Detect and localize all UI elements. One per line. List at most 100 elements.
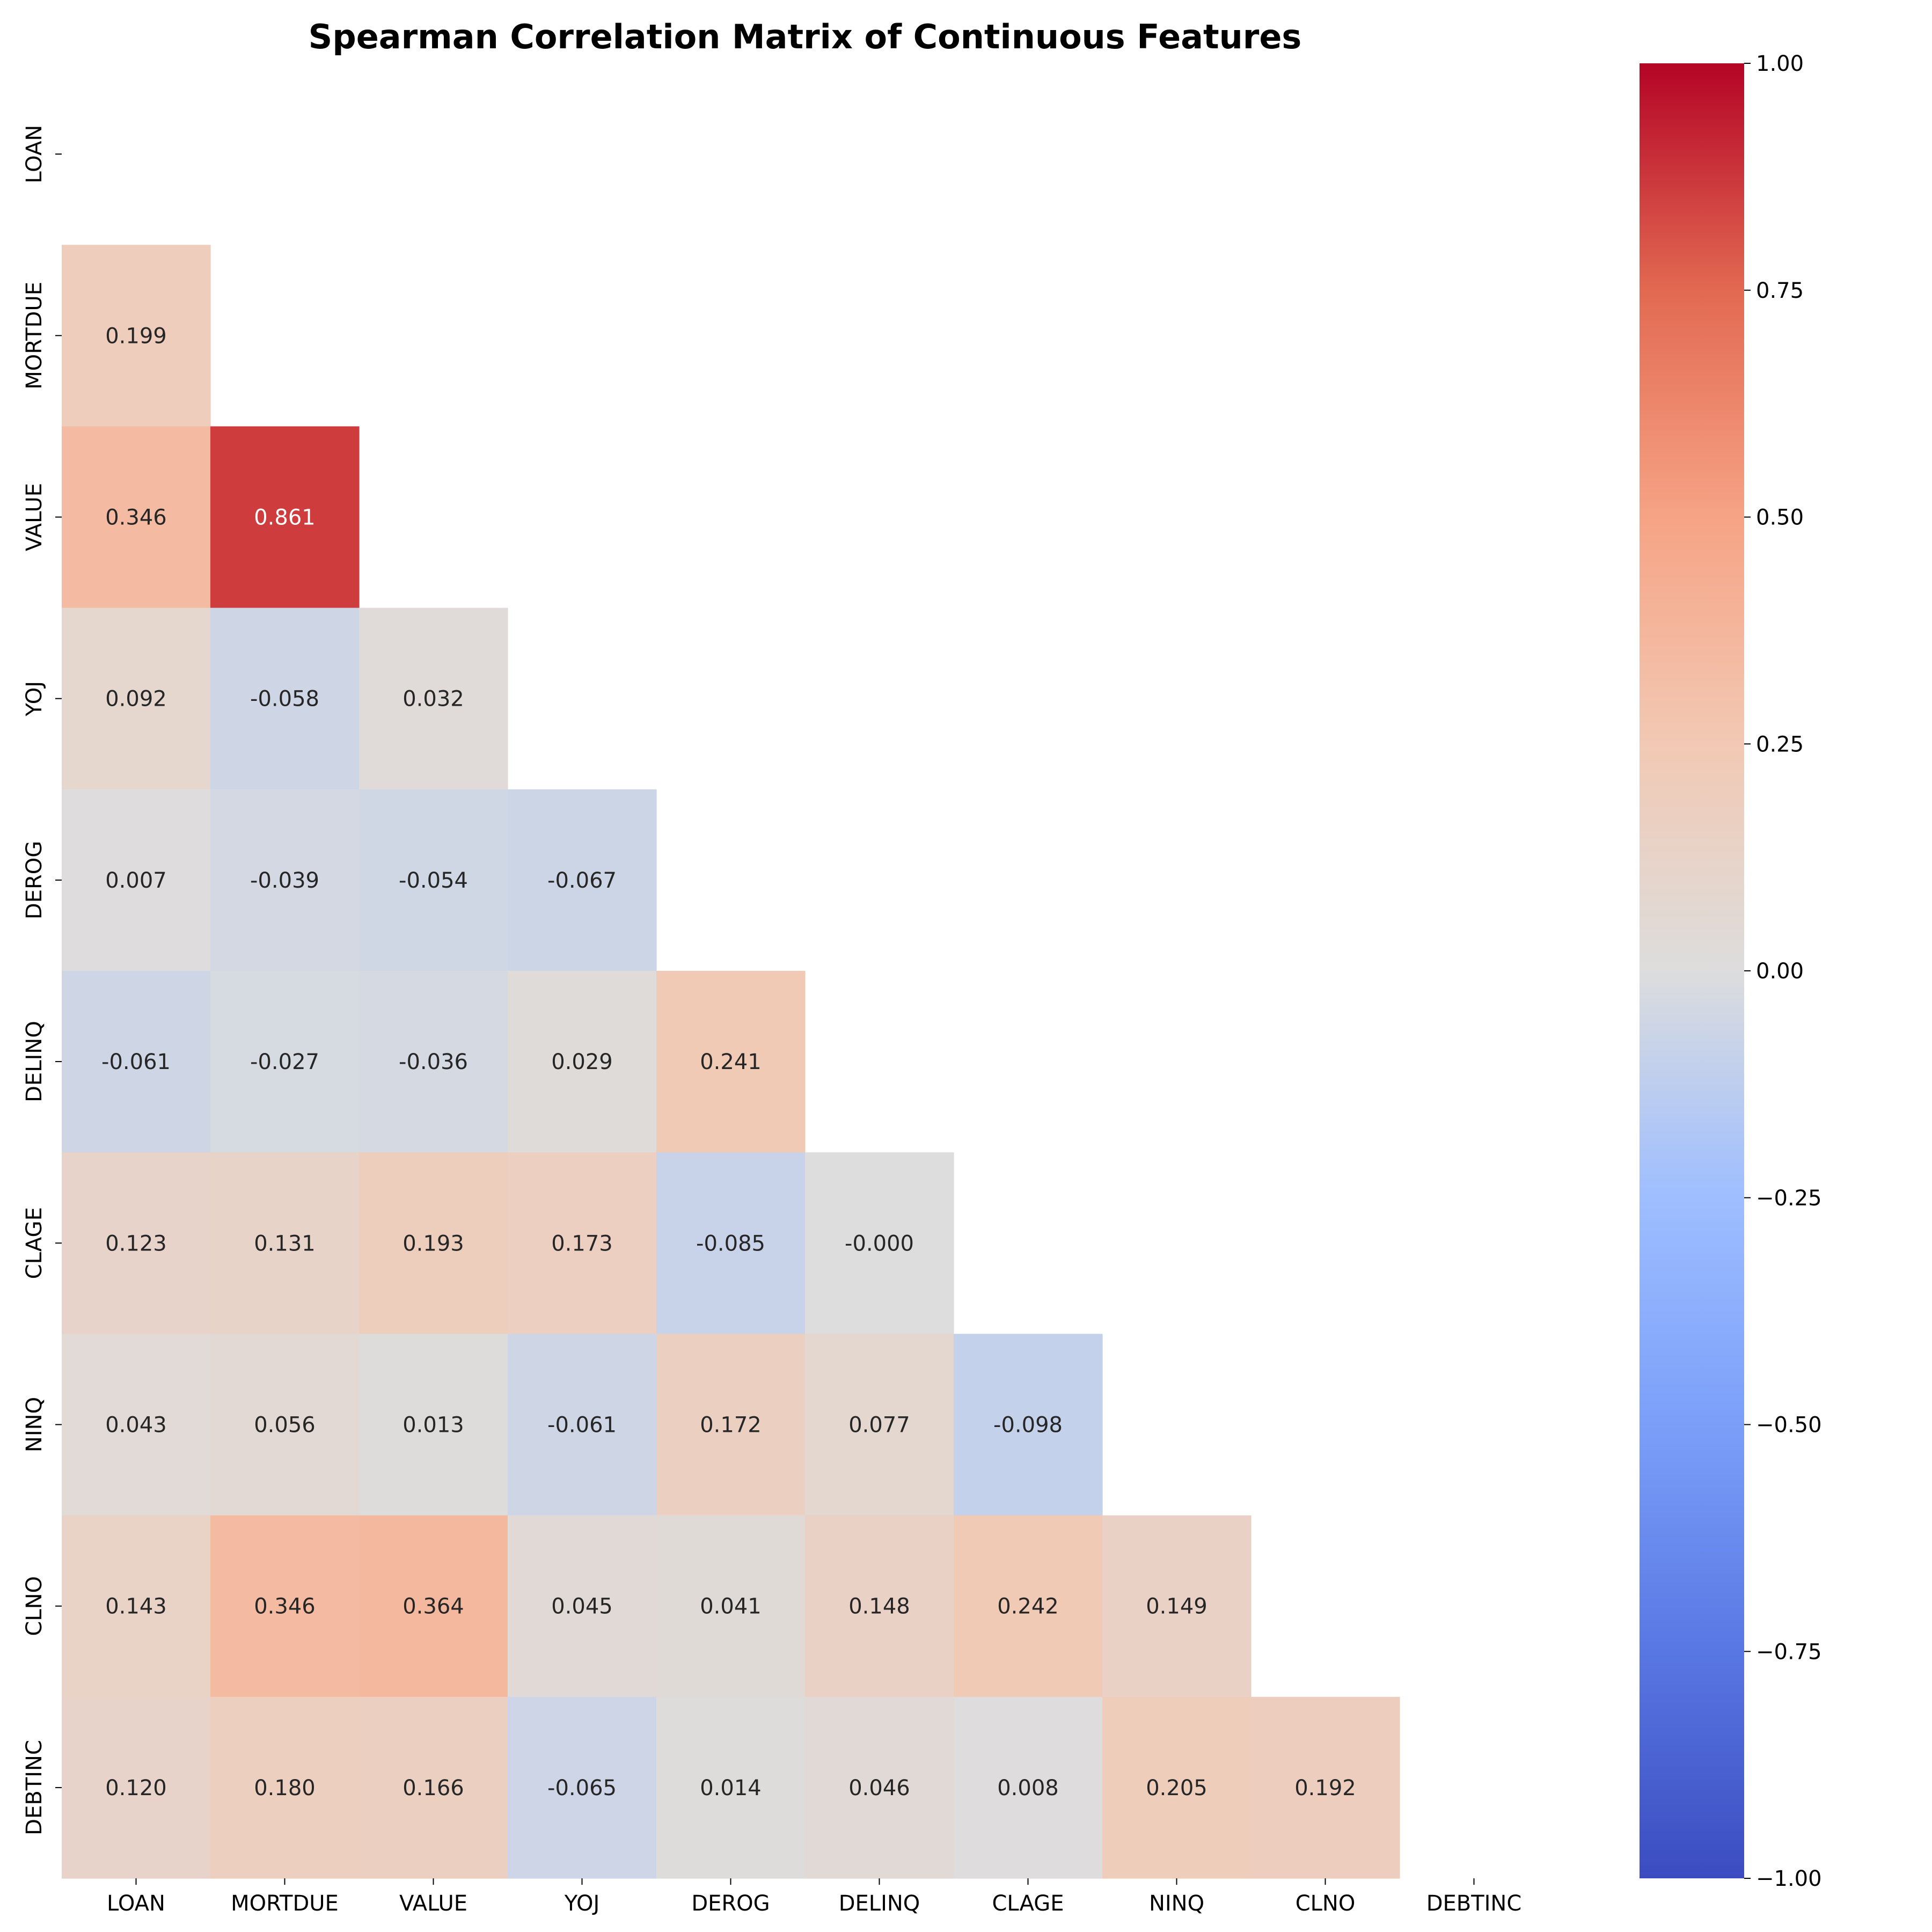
x-tick-label: LOAN xyxy=(107,1891,165,1916)
cell-value-label: -0.061 xyxy=(547,1413,617,1438)
cell-value-mortdue xyxy=(210,426,360,609)
cell-value-label: -0.058 xyxy=(250,687,319,712)
x-tick-label: VALUE xyxy=(399,1891,467,1916)
cell-clage-yoj xyxy=(508,1152,657,1334)
x-tick-label: YOJ xyxy=(564,1891,600,1916)
cell-debtinc-ninq xyxy=(1102,1696,1252,1879)
cell-value-label: 0.077 xyxy=(848,1413,910,1438)
cell-value-label: -0.027 xyxy=(250,1050,319,1074)
colorbar-gradient xyxy=(1640,63,1744,1878)
cell-value-label: 0.056 xyxy=(254,1413,316,1438)
y-tick-label: CLAGE xyxy=(22,1207,47,1279)
cell-value-label: 0.346 xyxy=(254,1594,316,1619)
cell-derog-yoj xyxy=(508,789,657,971)
cell-value-label: 0.241 xyxy=(700,1050,762,1074)
cell-delinq-derog xyxy=(656,971,806,1153)
y-tick-label: LOAN xyxy=(22,125,47,184)
cell-value-label: -0.000 xyxy=(845,1231,914,1256)
cell-value-label: -0.054 xyxy=(399,868,468,893)
cell-value-label: -0.039 xyxy=(250,868,319,893)
cell-value-label: 0.180 xyxy=(254,1776,316,1801)
cell-value-label: 0.041 xyxy=(700,1594,762,1619)
colorbar-tick-label: −0.75 xyxy=(1756,1640,1822,1664)
cell-derog-value xyxy=(359,789,508,971)
cell-value-label: 0.013 xyxy=(402,1413,464,1438)
cell-debtinc-derog xyxy=(656,1696,806,1879)
cell-mortdue-loan xyxy=(62,245,211,427)
cell-value-label: -0.067 xyxy=(547,868,617,893)
cell-value-label: 0.861 xyxy=(254,506,316,530)
y-tick-label: DEROG xyxy=(22,841,47,919)
cell-ninq-derog xyxy=(656,1334,806,1516)
cell-value-label: 0.029 xyxy=(551,1050,613,1074)
colorbar-tick-label: 0.75 xyxy=(1756,279,1804,303)
colorbar-tick-label: 1.00 xyxy=(1756,52,1804,76)
chart-title: Spearman Correlation Matrix of Continuou… xyxy=(309,17,1302,56)
colorbar-tick-label: 0.50 xyxy=(1756,506,1804,530)
cell-derog-mortdue xyxy=(210,789,360,971)
y-tick-label: CLNO xyxy=(22,1576,47,1636)
cell-delinq-mortdue xyxy=(210,971,360,1153)
cell-debtinc-loan xyxy=(62,1696,211,1879)
y-tick-label: NINQ xyxy=(22,1397,47,1452)
x-tick-label: DELINQ xyxy=(839,1891,920,1916)
cell-ninq-yoj xyxy=(508,1334,657,1516)
y-tick-label: DEBTINC xyxy=(22,1740,47,1835)
cell-ninq-clage xyxy=(954,1334,1103,1516)
x-axis: LOAN MORTDUE VALUE YOJ DEROG DELINQ CLAGE NINQ C… xyxy=(107,1878,1521,1916)
cell-value-label: 0.205 xyxy=(1146,1776,1208,1801)
cell-value-label: 0.123 xyxy=(105,1231,167,1256)
cell-debtinc-value xyxy=(359,1696,508,1879)
cell-value-label: 0.043 xyxy=(105,1413,167,1438)
cell-ninq-value xyxy=(359,1334,508,1516)
colorbar-tick-label: −0.25 xyxy=(1756,1186,1822,1211)
cell-value-label: -0.036 xyxy=(399,1050,468,1074)
y-tick-label: YOJ xyxy=(22,681,47,717)
heatmap-cells xyxy=(62,245,1400,1879)
cell-value-label: 0.148 xyxy=(848,1594,910,1619)
cell-value-label: 0.173 xyxy=(551,1231,613,1256)
x-tick-label: NINQ xyxy=(1149,1891,1204,1916)
cell-clno-value xyxy=(359,1515,508,1697)
cell-value-label: 0.014 xyxy=(700,1776,762,1801)
cell-clno-clage xyxy=(954,1515,1103,1697)
cell-value-label: 0.092 xyxy=(105,687,167,712)
cell-value-label: -0.065 xyxy=(547,1776,617,1801)
cell-value-label: 0.346 xyxy=(105,506,167,530)
colorbar: 1.00 0.75 0.50 0.25 0.00 −0.25 −0.50 −0.75 −1.00 xyxy=(1640,52,1822,1891)
cell-value-label: 0.242 xyxy=(997,1594,1059,1619)
x-tick-label: DEROG xyxy=(691,1891,770,1916)
cell-value-loan xyxy=(62,426,211,609)
cell-clage-value xyxy=(359,1152,508,1334)
cell-value-label: -0.061 xyxy=(101,1050,171,1074)
cell-derog-loan xyxy=(62,789,211,971)
cell-yoj-mortdue xyxy=(210,608,360,790)
cell-delinq-loan xyxy=(62,971,211,1153)
cell-value-label: -0.085 xyxy=(696,1231,765,1256)
x-tick-label: DEBTINC xyxy=(1426,1891,1522,1916)
cell-clno-loan xyxy=(62,1515,211,1697)
cell-value-label: 0.199 xyxy=(105,324,167,348)
cell-value-label: 0.143 xyxy=(105,1594,167,1619)
x-tick-label: CLAGE xyxy=(992,1891,1064,1916)
cell-value-label: 0.193 xyxy=(402,1231,464,1256)
cell-value-label: -0.098 xyxy=(993,1413,1063,1438)
cell-clage-derog xyxy=(656,1152,806,1334)
cell-value-label: 0.192 xyxy=(1294,1776,1356,1801)
cell-debtinc-delinq xyxy=(805,1696,954,1879)
cell-clno-derog xyxy=(656,1515,806,1697)
cell-ninq-delinq xyxy=(805,1334,954,1516)
cell-yoj-loan xyxy=(62,608,211,790)
cell-clno-mortdue xyxy=(210,1515,360,1697)
colorbar-tick-label: 0.00 xyxy=(1756,959,1804,984)
cell-clage-mortdue xyxy=(210,1152,360,1334)
cell-delinq-yoj xyxy=(508,971,657,1153)
cell-clage-loan xyxy=(62,1152,211,1334)
cell-value-label: 0.364 xyxy=(402,1594,464,1619)
cell-value-label: 0.172 xyxy=(700,1413,762,1438)
cell-value-label: 0.045 xyxy=(551,1594,613,1619)
cell-value-label: 0.007 xyxy=(105,868,167,893)
cell-ninq-mortdue xyxy=(210,1334,360,1516)
cell-value-label: 0.046 xyxy=(848,1776,910,1801)
cell-value-label: 0.149 xyxy=(1146,1594,1208,1619)
